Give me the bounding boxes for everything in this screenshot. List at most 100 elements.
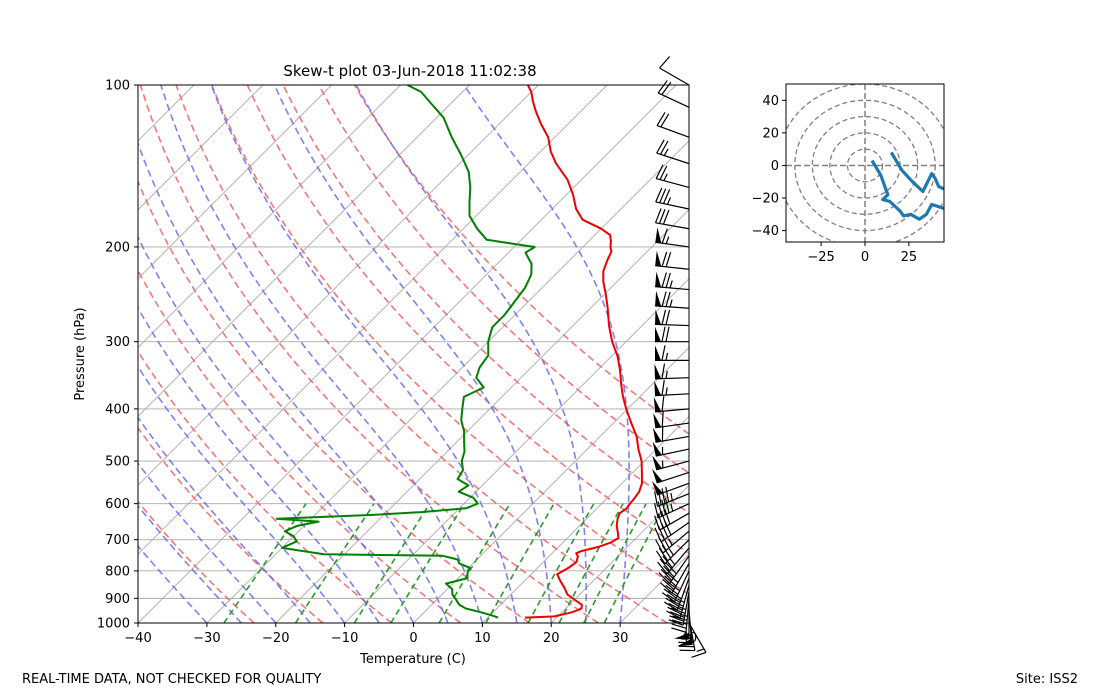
hodograph-ticks: −25 0 25 40 20 0 −20 −40	[752, 94, 918, 265]
y-tick-label: 800	[105, 564, 130, 579]
hodograph-panel: −25 0 25 40 20 0 −20 −40	[752, 83, 945, 265]
wind-barb	[666, 584, 690, 619]
wind-barb	[655, 345, 689, 361]
dry-adiabat	[138, 426, 324, 623]
isotherm	[138, 85, 264, 211]
wind-barb	[652, 468, 690, 484]
isotherm	[275, 209, 689, 623]
dry-adiabat	[139, 85, 599, 623]
wind-barb	[654, 363, 690, 380]
wind-barb	[655, 539, 690, 565]
wind-barb	[652, 455, 690, 471]
dry-adiabat	[138, 350, 393, 623]
hodograph-ring	[846, 148, 884, 183]
wind-barb	[654, 309, 690, 327]
isotherm	[138, 85, 539, 486]
isotherm	[138, 85, 401, 349]
wind-barb	[655, 164, 690, 188]
wind-barb	[660, 563, 690, 594]
moist-adiabat	[138, 141, 449, 623]
moist-adiabat	[210, 85, 518, 623]
x-tick-label: −20	[262, 631, 289, 646]
moist-adiabat	[355, 85, 587, 623]
wind-barbs	[651, 56, 707, 658]
dry-adiabat	[138, 500, 255, 623]
wind-barb	[659, 56, 690, 86]
y-tick-label: 300	[105, 335, 130, 350]
wind-barb	[653, 395, 690, 413]
mixing-ratio-line	[353, 503, 431, 623]
wind-barb	[655, 227, 690, 248]
wind-barb	[656, 139, 690, 165]
isotherm	[413, 346, 689, 623]
wind-barb	[655, 290, 690, 309]
wind-barb	[688, 622, 707, 658]
isotherm	[550, 484, 689, 623]
x-tick-label: −10	[331, 631, 358, 646]
site-label: Site: ISS2	[1015, 672, 1078, 687]
isotherm	[138, 85, 608, 555]
moist-adiabat	[273, 85, 553, 623]
mixing-ratio-line	[583, 503, 647, 623]
hodograph-rings	[786, 84, 944, 242]
moist-adiabat	[138, 416, 311, 623]
x-tick-label: 10	[474, 631, 491, 646]
x-tick-label: 20	[543, 631, 560, 646]
moist-adiabat	[160, 85, 484, 623]
skewt-frame	[137, 84, 690, 624]
wind-barb	[657, 80, 690, 108]
wind-barb	[655, 187, 690, 210]
wind-barb	[654, 520, 690, 543]
wind-barb	[653, 497, 690, 519]
wind-barb	[654, 509, 690, 531]
wind-barb	[656, 112, 690, 138]
hodograph-trace	[870, 151, 944, 221]
wind-barb	[655, 250, 690, 270]
y-tick-label: 700	[105, 533, 130, 548]
isotherm	[0, 85, 56, 623]
wind-barb	[652, 441, 690, 457]
dry-adiabat	[246, 85, 689, 555]
dry-adiabat	[282, 85, 689, 514]
x-tick-label: 0	[409, 631, 417, 646]
hodo-y-tick-label: −20	[752, 192, 779, 207]
wind-barb	[654, 380, 690, 397]
isotherm	[138, 85, 195, 142]
mixing-ratio-line	[390, 503, 466, 623]
isotherm	[138, 85, 677, 623]
wind-barb	[652, 425, 690, 443]
temperature-line	[524, 85, 643, 619]
hodo-y-tick-label: 40	[762, 94, 779, 109]
moist-adiabat	[138, 235, 415, 623]
x-tick-label: 30	[612, 631, 629, 646]
skewt-panel: −40 −30 −20 −10 0 10 20 30 40 100 200 300 400 500 600…	[0, 56, 707, 667]
wind-barb	[651, 480, 690, 496]
mixing-ratio-line	[223, 503, 307, 623]
x-tick-label: −30	[193, 631, 220, 646]
dry-adiabat	[353, 85, 689, 435]
x-axis-label: Temperature (C)	[359, 652, 466, 667]
isotherm-lines	[0, 85, 689, 623]
y-tick-label: 1000	[97, 617, 130, 632]
isobar-lines	[138, 85, 689, 623]
wind-barb	[661, 570, 690, 603]
hodo-y-tick-label: −40	[752, 224, 779, 239]
dry-adiabat	[138, 268, 462, 623]
wind-barb	[655, 271, 690, 291]
wind-barb	[655, 326, 689, 343]
y-axis-label: Pressure (hPa)	[73, 307, 88, 400]
skewt-title: Skew-t plot 03-Jun-2018 11:02:38	[283, 62, 536, 80]
mixing-ratio-lines	[223, 503, 667, 623]
wind-barb	[668, 591, 690, 626]
y-axis-ticks: 100 200 300 400 500 600 700 800 900 1000	[97, 79, 138, 632]
mixing-ratio-line	[438, 503, 511, 623]
y-tick-label: 100	[105, 79, 130, 94]
x-tick-label: 40	[681, 631, 698, 646]
quality-disclaimer: REAL-TIME DATA, NOT CHECKED FOR QUALITY	[22, 672, 322, 687]
wind-barb	[674, 604, 690, 639]
dry-adiabat	[175, 85, 668, 623]
moist-adiabat-lines	[138, 85, 630, 623]
isotherm	[482, 415, 689, 623]
hodo-x-tick-label: −25	[807, 250, 834, 265]
